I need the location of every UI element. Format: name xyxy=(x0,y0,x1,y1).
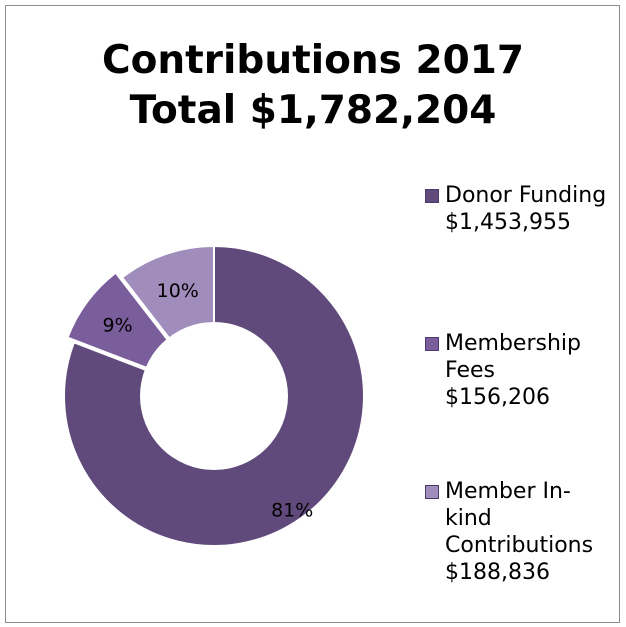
chart-title-line1: Contributions 2017 xyxy=(101,38,524,83)
legend-label-membership-fees: Membership Fees xyxy=(445,331,581,383)
legend-label-member-inkind: Member In-kind Contributions xyxy=(445,479,594,558)
legend-swatch-donor-funding xyxy=(425,189,439,203)
chart-title: Contributions 2017 Total $1,782,204 xyxy=(0,36,626,136)
legend-value-membership-fees: $156,206 xyxy=(445,385,550,410)
slice-label-membership-fees: 9% xyxy=(103,314,133,336)
chart-title-line2: Total $1,782,204 xyxy=(129,88,497,133)
legend-label-donor-funding: Donor Funding xyxy=(445,183,607,208)
legend-item-member-inkind: Member In-kind Contributions $188,836 xyxy=(425,478,615,586)
slice-label-donor-funding: 81% xyxy=(271,500,313,522)
donut-hole xyxy=(140,322,288,470)
legend-value-member-inkind: $188,836 xyxy=(445,560,550,585)
legend-swatch-member-inkind xyxy=(425,485,439,499)
legend-value-donor-funding: $1,453,955 xyxy=(445,210,571,235)
legend-swatch-membership-fees xyxy=(425,337,439,351)
legend-item-membership-fees: Membership Fees $156,206 xyxy=(425,330,595,411)
slice-label-member-inkind: 10% xyxy=(157,280,199,302)
legend-item-donor-funding: Donor Funding $1,453,955 xyxy=(425,182,620,236)
